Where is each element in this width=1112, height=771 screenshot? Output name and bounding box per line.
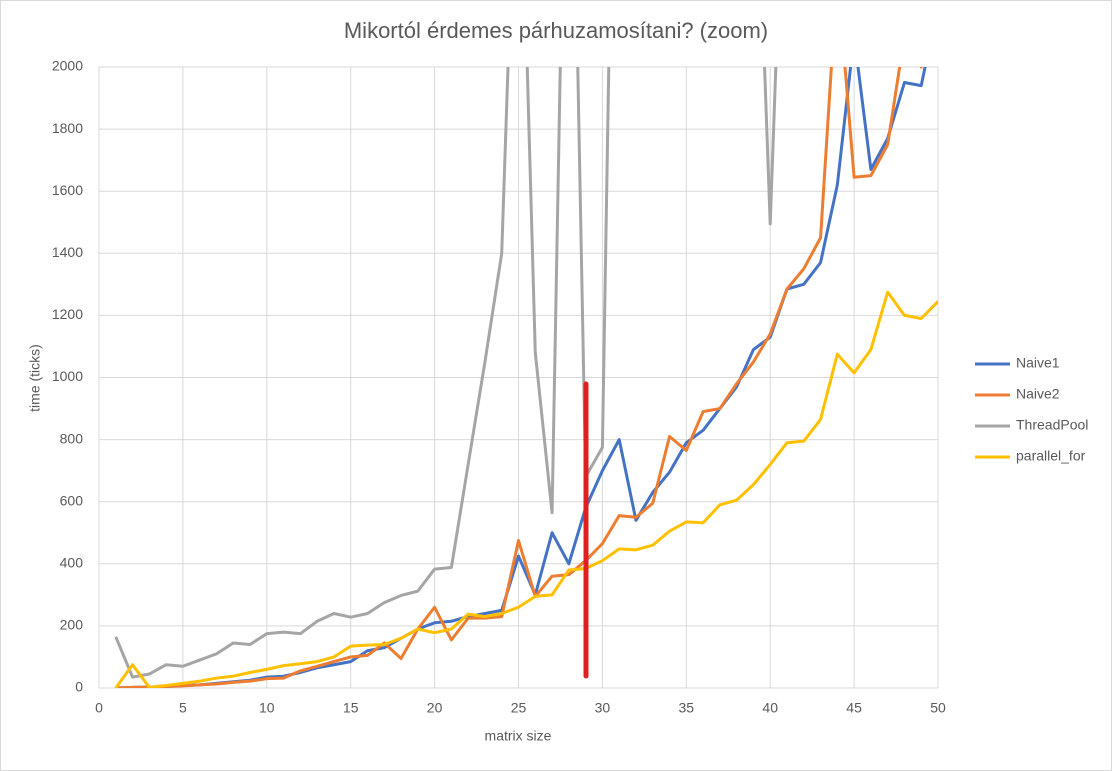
series-line (114, 290, 938, 688)
y-axis-label: time (ticks) (27, 344, 43, 412)
y-tick-label: 1200 (52, 306, 83, 322)
x-tick-label: 15 (343, 700, 359, 716)
legend-label: parallel_for (1016, 448, 1086, 464)
y-tick-label: 2000 (52, 58, 83, 74)
x-tick-label: 5 (179, 700, 187, 716)
legend-label: ThreadPool (1016, 417, 1088, 433)
y-tick-label: 0 (75, 679, 83, 695)
x-tick-label: 45 (846, 700, 862, 716)
legend: Naive1 Naive2 ThreadPool parallel_for (975, 355, 1088, 464)
y-tick-label: 1000 (52, 368, 83, 384)
y-tick-label: 600 (60, 492, 84, 508)
y-tick-label: 800 (60, 430, 84, 446)
series-line (114, 67, 778, 679)
series-line (115, 67, 923, 688)
y-tick-label: 200 (60, 617, 84, 633)
x-tick-label: 30 (595, 700, 611, 716)
x-tick-label: 0 (95, 700, 103, 716)
legend-label: Naive1 (1016, 355, 1060, 371)
legend-label: Naive2 (1016, 386, 1060, 402)
x-tick-label: 25 (511, 700, 527, 716)
x-tick-label: 50 (930, 700, 946, 716)
plot (114, 67, 938, 688)
x-tick-label: 35 (679, 700, 695, 716)
x-tick-label: 10 (259, 700, 275, 716)
chart-title: Mikortól érdemes párhuzamosítani? (zoom) (344, 18, 768, 43)
x-tick-label: 20 (427, 700, 443, 716)
y-tick-label: 1800 (52, 120, 83, 136)
y-tick-label: 400 (60, 555, 84, 571)
y-tick-label: 1600 (52, 182, 83, 198)
y-tick-label: 1400 (52, 244, 83, 260)
x-tick-label: 40 (762, 700, 778, 716)
x-axis-label: matrix size (485, 728, 552, 744)
